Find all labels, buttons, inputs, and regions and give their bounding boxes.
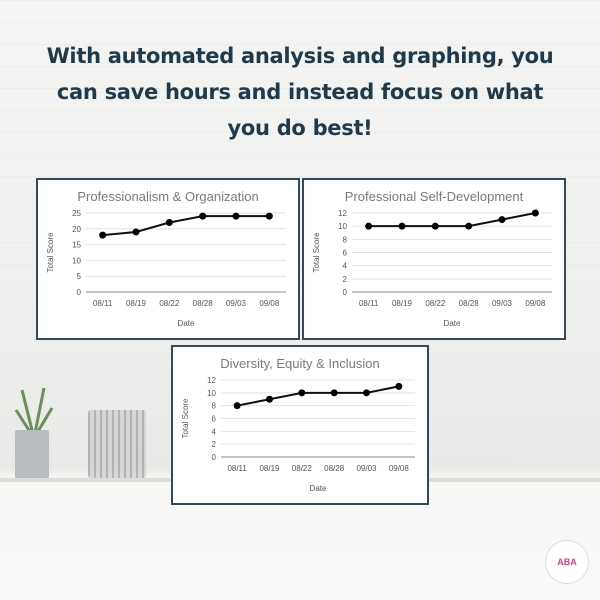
y-tick-label: 2 [212, 440, 217, 449]
x-tick-label: 08/11 [359, 299, 379, 308]
data-point [199, 212, 207, 220]
data-point [398, 222, 406, 230]
y-tick-label: 4 [343, 262, 348, 271]
headline-line: can save hours and instead focus on what [56, 80, 544, 104]
brand-logo: ABA [545, 540, 589, 584]
data-point [395, 382, 403, 390]
y-tick-label: 0 [77, 288, 82, 297]
y-tick-label: 4 [212, 427, 217, 436]
logo-text: ABA [557, 557, 577, 567]
y-tick-label: 10 [338, 222, 347, 231]
x-tick-label: 09/08 [525, 299, 546, 308]
x-tick-label: 08/19 [126, 299, 147, 308]
chart-diversity: Diversity, Equity & Inclusion 0 2 4 6 8 10 12 08… [171, 345, 429, 505]
data-point [232, 212, 240, 220]
y-tick-label: 8 [343, 235, 348, 244]
data-point [363, 389, 370, 397]
y-axis-title: Total Score [46, 232, 55, 273]
x-axis-title: Date [444, 319, 461, 328]
y-tick-label: 12 [207, 376, 216, 385]
x-tick-label: 09/03 [356, 464, 377, 473]
x-axis-title: Date [310, 484, 327, 493]
data-point [330, 389, 338, 397]
y-tick-label: 6 [212, 415, 217, 424]
data-point [465, 222, 473, 230]
headline: With automated analysis and graphing, yo… [0, 38, 600, 146]
chart-svg: Professional Self-Development 0 2 4 6 8 10 12 08… [312, 189, 552, 328]
x-tick-label: 09/08 [259, 299, 280, 308]
chart-title: Diversity, Equity & Inclusion [220, 356, 379, 371]
data-point [132, 228, 140, 236]
y-tick-label: 5 [77, 272, 82, 281]
data-point [99, 231, 107, 239]
chart-title: Professional Self-Development [345, 189, 524, 204]
x-tick-label: 09/03 [226, 299, 247, 308]
chart-svg: Diversity, Equity & Inclusion 0 2 4 6 8 10 12 08… [181, 356, 415, 493]
data-point [265, 212, 273, 220]
series-line [236, 385, 400, 407]
x-tick-label: 08/28 [324, 464, 345, 473]
chart-professionalism: Professionalism & Organization 0 5 10 15 20 25… [36, 178, 300, 340]
y-axis-title: Total Score [181, 398, 190, 439]
y-tick-label: 25 [72, 209, 81, 218]
y-tick-label: 0 [343, 288, 348, 297]
data-point [531, 209, 539, 217]
x-tick-label: 08/22 [425, 299, 446, 308]
plant-pot [15, 430, 49, 478]
headline-line: you do best! [227, 116, 373, 140]
y-tick-label: 10 [207, 389, 216, 398]
x-tick-label: 08/19 [392, 299, 413, 308]
series-line [368, 212, 536, 228]
chart-title: Professionalism & Organization [77, 189, 258, 204]
y-tick-label: 10 [72, 256, 81, 265]
x-tick-label: 08/11 [227, 464, 247, 473]
x-tick-label: 08/22 [159, 299, 180, 308]
series-line [102, 215, 270, 237]
x-tick-label: 08/22 [292, 464, 313, 473]
headline-line: With automated analysis and graphing, yo… [46, 44, 554, 68]
y-tick-label: 15 [72, 241, 81, 250]
y-axis-title: Total Score [312, 232, 321, 273]
plant-decoration [14, 380, 54, 440]
x-tick-label: 08/19 [259, 464, 280, 473]
pencil-cup [88, 410, 146, 478]
data-point [266, 395, 273, 403]
chart-svg: Professionalism & Organization 0 5 10 15 20 25… [46, 189, 286, 328]
x-tick-label: 08/28 [193, 299, 214, 308]
x-tick-label: 08/11 [93, 299, 113, 308]
data-point [298, 389, 306, 397]
y-tick-label: 0 [212, 453, 217, 462]
y-tick-label: 12 [338, 209, 347, 218]
data-point [233, 402, 241, 410]
data-point [431, 222, 439, 230]
y-tick-label: 6 [343, 249, 348, 258]
y-tick-label: 2 [343, 275, 348, 284]
x-tick-label: 09/03 [492, 299, 513, 308]
x-tick-label: 09/08 [389, 464, 410, 473]
data-point [498, 216, 506, 224]
y-tick-label: 20 [72, 225, 81, 234]
x-axis-title: Date [178, 319, 195, 328]
data-point [165, 218, 173, 226]
x-tick-label: 08/28 [459, 299, 480, 308]
chart-self-development: Professional Self-Development 0 2 4 6 8 10 12 08… [302, 178, 566, 340]
data-point [365, 222, 373, 230]
y-tick-label: 8 [212, 402, 217, 411]
